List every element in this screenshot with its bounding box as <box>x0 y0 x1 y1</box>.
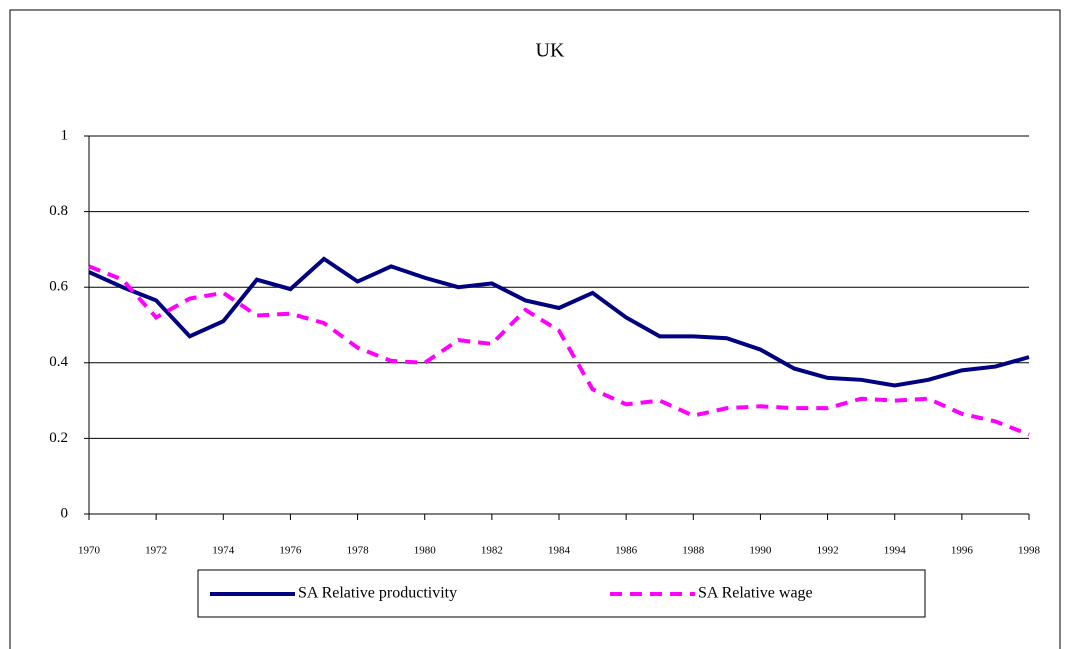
y-tick-label: 0.4 <box>49 354 68 370</box>
legend-box <box>197 569 926 618</box>
x-tick-label: 1990 <box>749 545 772 557</box>
x-tick-label: 1984 <box>548 545 571 557</box>
x-tick-label: 1998 <box>1018 545 1041 557</box>
y-tick-label: 1 <box>61 127 69 143</box>
x-tick-label: 1974 <box>212 545 235 557</box>
y-tick-label: 0.8 <box>49 203 68 219</box>
x-tick-label: 1972 <box>145 545 167 557</box>
x-tick-label: 1982 <box>481 545 503 557</box>
legend-label: SA Relative wage <box>698 585 813 602</box>
y-tick-label: 0.2 <box>49 430 68 446</box>
series-line <box>88 264 1030 437</box>
x-tick-label: 1978 <box>347 545 370 557</box>
y-tick-label: 0 <box>61 505 69 521</box>
legend-label: SA Relative productivity <box>298 585 457 602</box>
x-tick-label: 1994 <box>884 545 907 557</box>
chart-border <box>9 9 1061 649</box>
x-tick-label: 1986 <box>615 545 638 557</box>
y-tick-label: 0.6 <box>49 279 68 295</box>
x-tick-label: 1988 <box>682 545 705 557</box>
chart-title: UK <box>536 40 565 62</box>
x-tick-label: 1996 <box>951 545 974 557</box>
x-tick-label: 1976 <box>279 545 302 557</box>
x-tick-label: 1992 <box>817 545 839 557</box>
x-tick-label: 1970 <box>78 545 101 557</box>
series-line <box>88 256 1030 388</box>
x-tick-label: 1980 <box>414 545 437 557</box>
